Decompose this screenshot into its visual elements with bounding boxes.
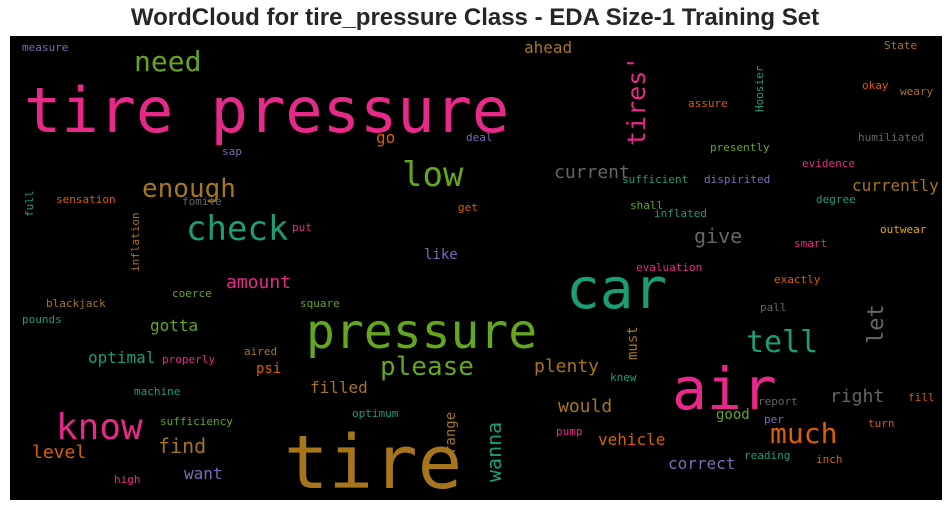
cloud-word-outwear: outwear [880,223,927,236]
cloud-word-properly: properly [162,353,215,366]
cloud-word-level: level [32,442,87,463]
cloud-word-machine: machine [134,385,181,398]
cloud-word-correct: correct [668,454,736,473]
cloud-word-let: let [864,304,889,344]
cloud-word-inflated: inflated [654,207,707,220]
cloud-word-report: report [758,395,798,408]
cloud-word-aired: aired [244,345,278,358]
cloud-word-evidence: evidence [802,157,855,170]
cloud-word-range: range [443,411,459,454]
cloud-word-optimum: optimum [352,407,399,420]
cloud-word-right: right [830,386,885,407]
chart-title: WordCloud for tire_pressure Class - EDA … [130,4,820,31]
cloud-word-tires: tires' [622,55,651,146]
cloud-word-inflation: inflation [129,212,142,272]
cloud-word-sufficiency: sufficiency [160,415,233,428]
cloud-word-humiliated: humiliated [858,131,925,144]
cloud-word-hoosier: Hoosier [753,65,766,112]
cloud-word-fill: fill [908,391,935,404]
cloud-word-optimal: optimal [88,348,156,367]
cloud-word-must: must [625,326,641,360]
wordcloud-canvas: tire pressure tire car air pressure check know… [10,36,942,500]
cloud-word-sensation: sensation [56,193,116,206]
cloud-word-high: high [114,473,141,486]
cloud-word-weary: weary [900,85,934,98]
cloud-word-smart: smart [794,237,828,250]
cloud-word-pall: pall [760,301,787,314]
cloud-word-sufficient: sufficient [622,173,689,186]
cloud-word-state: State [884,39,918,52]
cloud-word-tell: tell [746,325,819,360]
cloud-word-ahead: ahead [524,38,573,57]
cloud-word-currently: currently [852,176,939,195]
cloud-word-put: put [292,221,312,234]
cloud-word-know: know [56,407,143,448]
cloud-word-plenty: plenty [534,356,600,377]
cloud-word-reading: reading [744,449,791,462]
wordcloud-words: tire pressure tire car air pressure check know… [10,36,942,501]
cloud-word-measure: measure [22,41,69,54]
cloud-word-give: give [694,224,743,248]
cloud-word-okay: okay [862,79,889,92]
cloud-word-turn: turn [868,417,895,430]
cloud-word-inch: inch [816,453,843,466]
cloud-word-knew: knew [610,371,637,384]
cloud-word-get: get [458,201,478,214]
cloud-word-filled: filled [310,378,368,397]
cloud-word-presently: presently [710,141,770,154]
cloud-word-go: go [376,128,396,147]
cloud-word-please: please [380,352,474,382]
cloud-word-per: per [764,413,784,426]
cloud-word-evaluation: evaluation [636,261,703,274]
cloud-word-find: find [158,434,207,458]
cloud-word-low: low [402,155,464,195]
cloud-word-vehicle: vehicle [598,430,666,449]
cloud-word-pump: pump [556,425,583,438]
cloud-word-sap: sap [222,145,242,158]
cloud-word-exactly: exactly [774,273,821,286]
cloud-word-psi: psi [256,361,282,377]
cloud-word-tire-pressure: tire pressure [24,74,510,147]
cloud-word-need: need [134,45,202,78]
cloud-word-tire: tire [284,420,463,500]
cloud-word-fomite: fomite [182,195,222,208]
cloud-word-blackjack: blackjack [46,297,106,310]
cloud-word-check: check [186,209,289,249]
cloud-word-dispirited: dispirited [704,173,771,186]
cloud-word-much: much [770,417,838,450]
cloud-word-coerce: coerce [172,287,212,300]
cloud-word-gotta: gotta [150,316,199,335]
cloud-word-pounds: pounds [22,313,62,326]
cloud-word-car: car [566,257,668,322]
cloud-word-square: square [300,297,340,310]
cloud-word-good: good [716,407,750,423]
cloud-word-wanna: wanna [482,421,506,482]
cloud-word-pressure: pressure [306,304,538,360]
cloud-word-full: full [23,190,36,218]
cloud-word-assure: assure [688,97,728,110]
cloud-word-like: like [424,247,458,263]
cloud-word-current: current [554,162,630,183]
cloud-word-deal: deal [466,131,493,144]
cloud-word-shall: shall [630,199,664,212]
cloud-word-want: want [184,464,223,483]
cloud-word-amount: amount [226,272,292,293]
cloud-word-enough: enough [142,174,236,204]
cloud-word-air: air [672,355,777,423]
cloud-word-would: would [558,396,613,417]
cloud-word-degree: degree [816,193,856,206]
